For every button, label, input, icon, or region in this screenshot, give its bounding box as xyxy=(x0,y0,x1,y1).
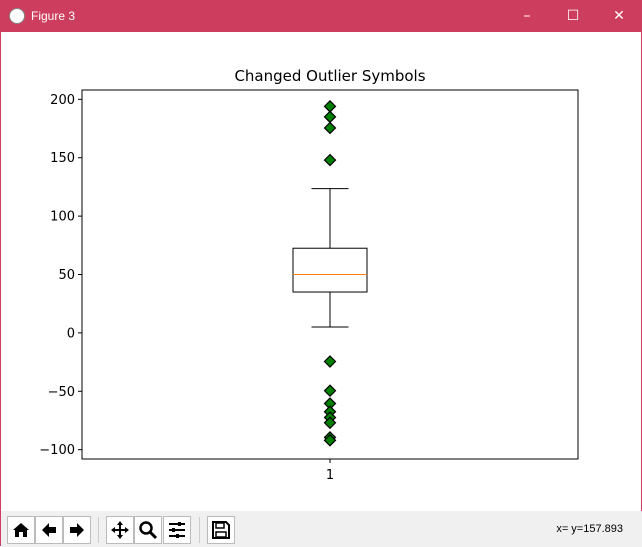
close-button[interactable]: ✕ xyxy=(613,8,625,24)
move-icon xyxy=(111,521,129,539)
floppy-disk-icon xyxy=(212,521,230,539)
outlier-point xyxy=(323,355,337,368)
chart-title: Changed Outlier Symbols xyxy=(234,67,425,85)
cursor-coords: x= y=157.893 xyxy=(556,523,623,535)
save-button[interactable] xyxy=(207,516,235,544)
minimize-button[interactable]: – xyxy=(523,8,531,24)
arrow-right-icon xyxy=(70,523,84,537)
y-tick-label: 50 xyxy=(58,268,75,283)
back-button[interactable] xyxy=(35,516,63,544)
y-tick-label: 100 xyxy=(50,210,75,225)
y-tick-label: 200 xyxy=(50,93,75,108)
box xyxy=(292,247,368,293)
outlier-point xyxy=(323,416,337,430)
maximize-button[interactable]: ☐ xyxy=(566,8,580,24)
sliders-icon xyxy=(169,522,185,538)
zoom-button[interactable] xyxy=(134,516,162,544)
chart: Changed Outlier Symbols −100 −50 0 50 100 150 2… xyxy=(39,67,579,483)
toolbar: x= y=157.893 xyxy=(1,511,642,547)
home-button[interactable] xyxy=(7,516,35,544)
forward-button[interactable] xyxy=(63,516,91,544)
magnifier-icon xyxy=(139,521,158,540)
configure-button[interactable] xyxy=(163,516,191,544)
y-tick-label: −100 xyxy=(39,443,75,458)
x-tick-label: 1 xyxy=(326,468,334,483)
y-tick-label: 0 xyxy=(67,326,75,341)
arrow-left-icon xyxy=(42,523,56,537)
y-tick-label: −50 xyxy=(48,385,75,400)
outlier-point xyxy=(323,153,337,167)
pan-button[interactable] xyxy=(106,516,134,544)
y-tick-label: 150 xyxy=(50,151,75,166)
toolbar-separator xyxy=(199,517,200,543)
window-title: Figure 3 xyxy=(31,9,76,23)
outlier-point xyxy=(323,121,337,135)
outlier-point xyxy=(323,384,337,398)
outlier-point xyxy=(323,433,337,447)
title-bar: Figure 3 – ☐ ✕ xyxy=(1,1,642,32)
toolbar-separator xyxy=(98,517,99,543)
app-icon xyxy=(9,8,25,24)
home-icon xyxy=(13,523,29,537)
